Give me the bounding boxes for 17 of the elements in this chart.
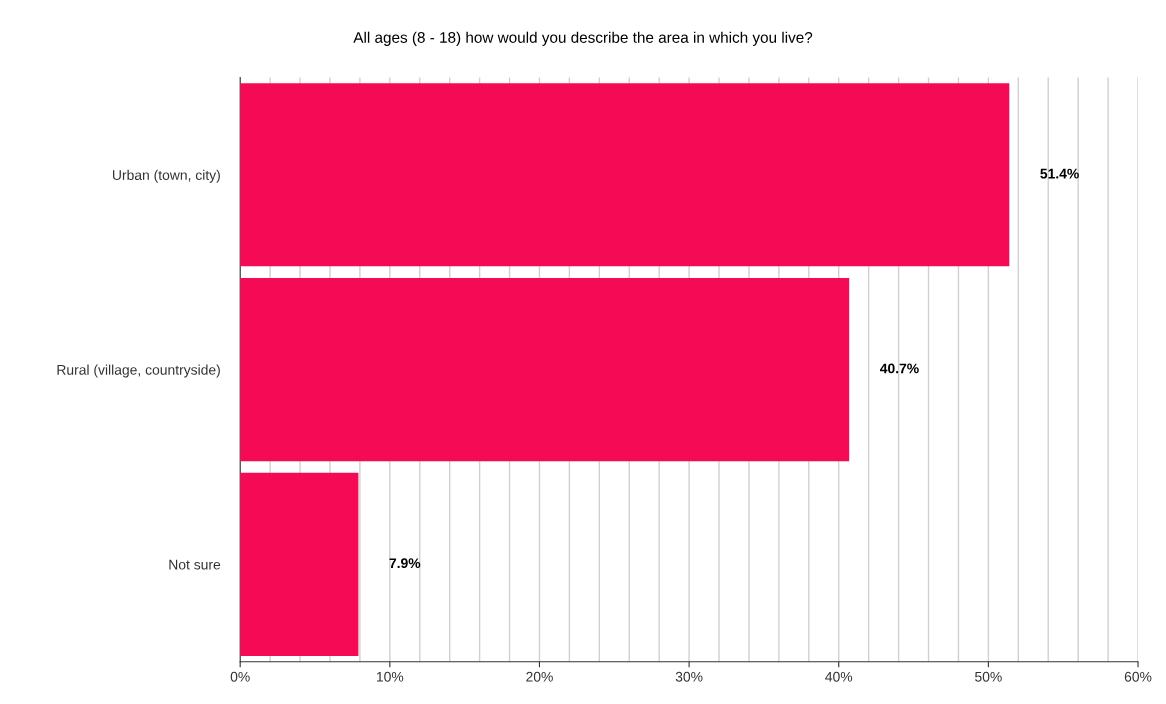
chart-title: All ages (8 - 18) how would you describe the area in which you live? xyxy=(353,31,813,46)
bar xyxy=(240,83,1010,267)
x-tick-label: 30% xyxy=(675,671,703,682)
x-tick-label: 50% xyxy=(975,671,1002,682)
x-tick-label: 20% xyxy=(526,671,553,682)
data-label: 7.9% xyxy=(389,558,421,569)
data-label: 51.4% xyxy=(1040,168,1079,179)
data-label: 40.7% xyxy=(879,363,919,374)
x-tick-label: 40% xyxy=(825,671,853,682)
y-tick-label: Urban (town, city) xyxy=(113,169,220,183)
x-tick-label: 10% xyxy=(376,671,404,682)
x-tick-label: 0% xyxy=(230,671,250,682)
y-tick-label: Rural (village, countryside) xyxy=(57,364,220,378)
bar xyxy=(240,278,850,462)
y-tick-label: Not sure xyxy=(169,559,221,570)
x-tick-label: 60% xyxy=(1124,671,1152,682)
bar xyxy=(240,472,359,656)
